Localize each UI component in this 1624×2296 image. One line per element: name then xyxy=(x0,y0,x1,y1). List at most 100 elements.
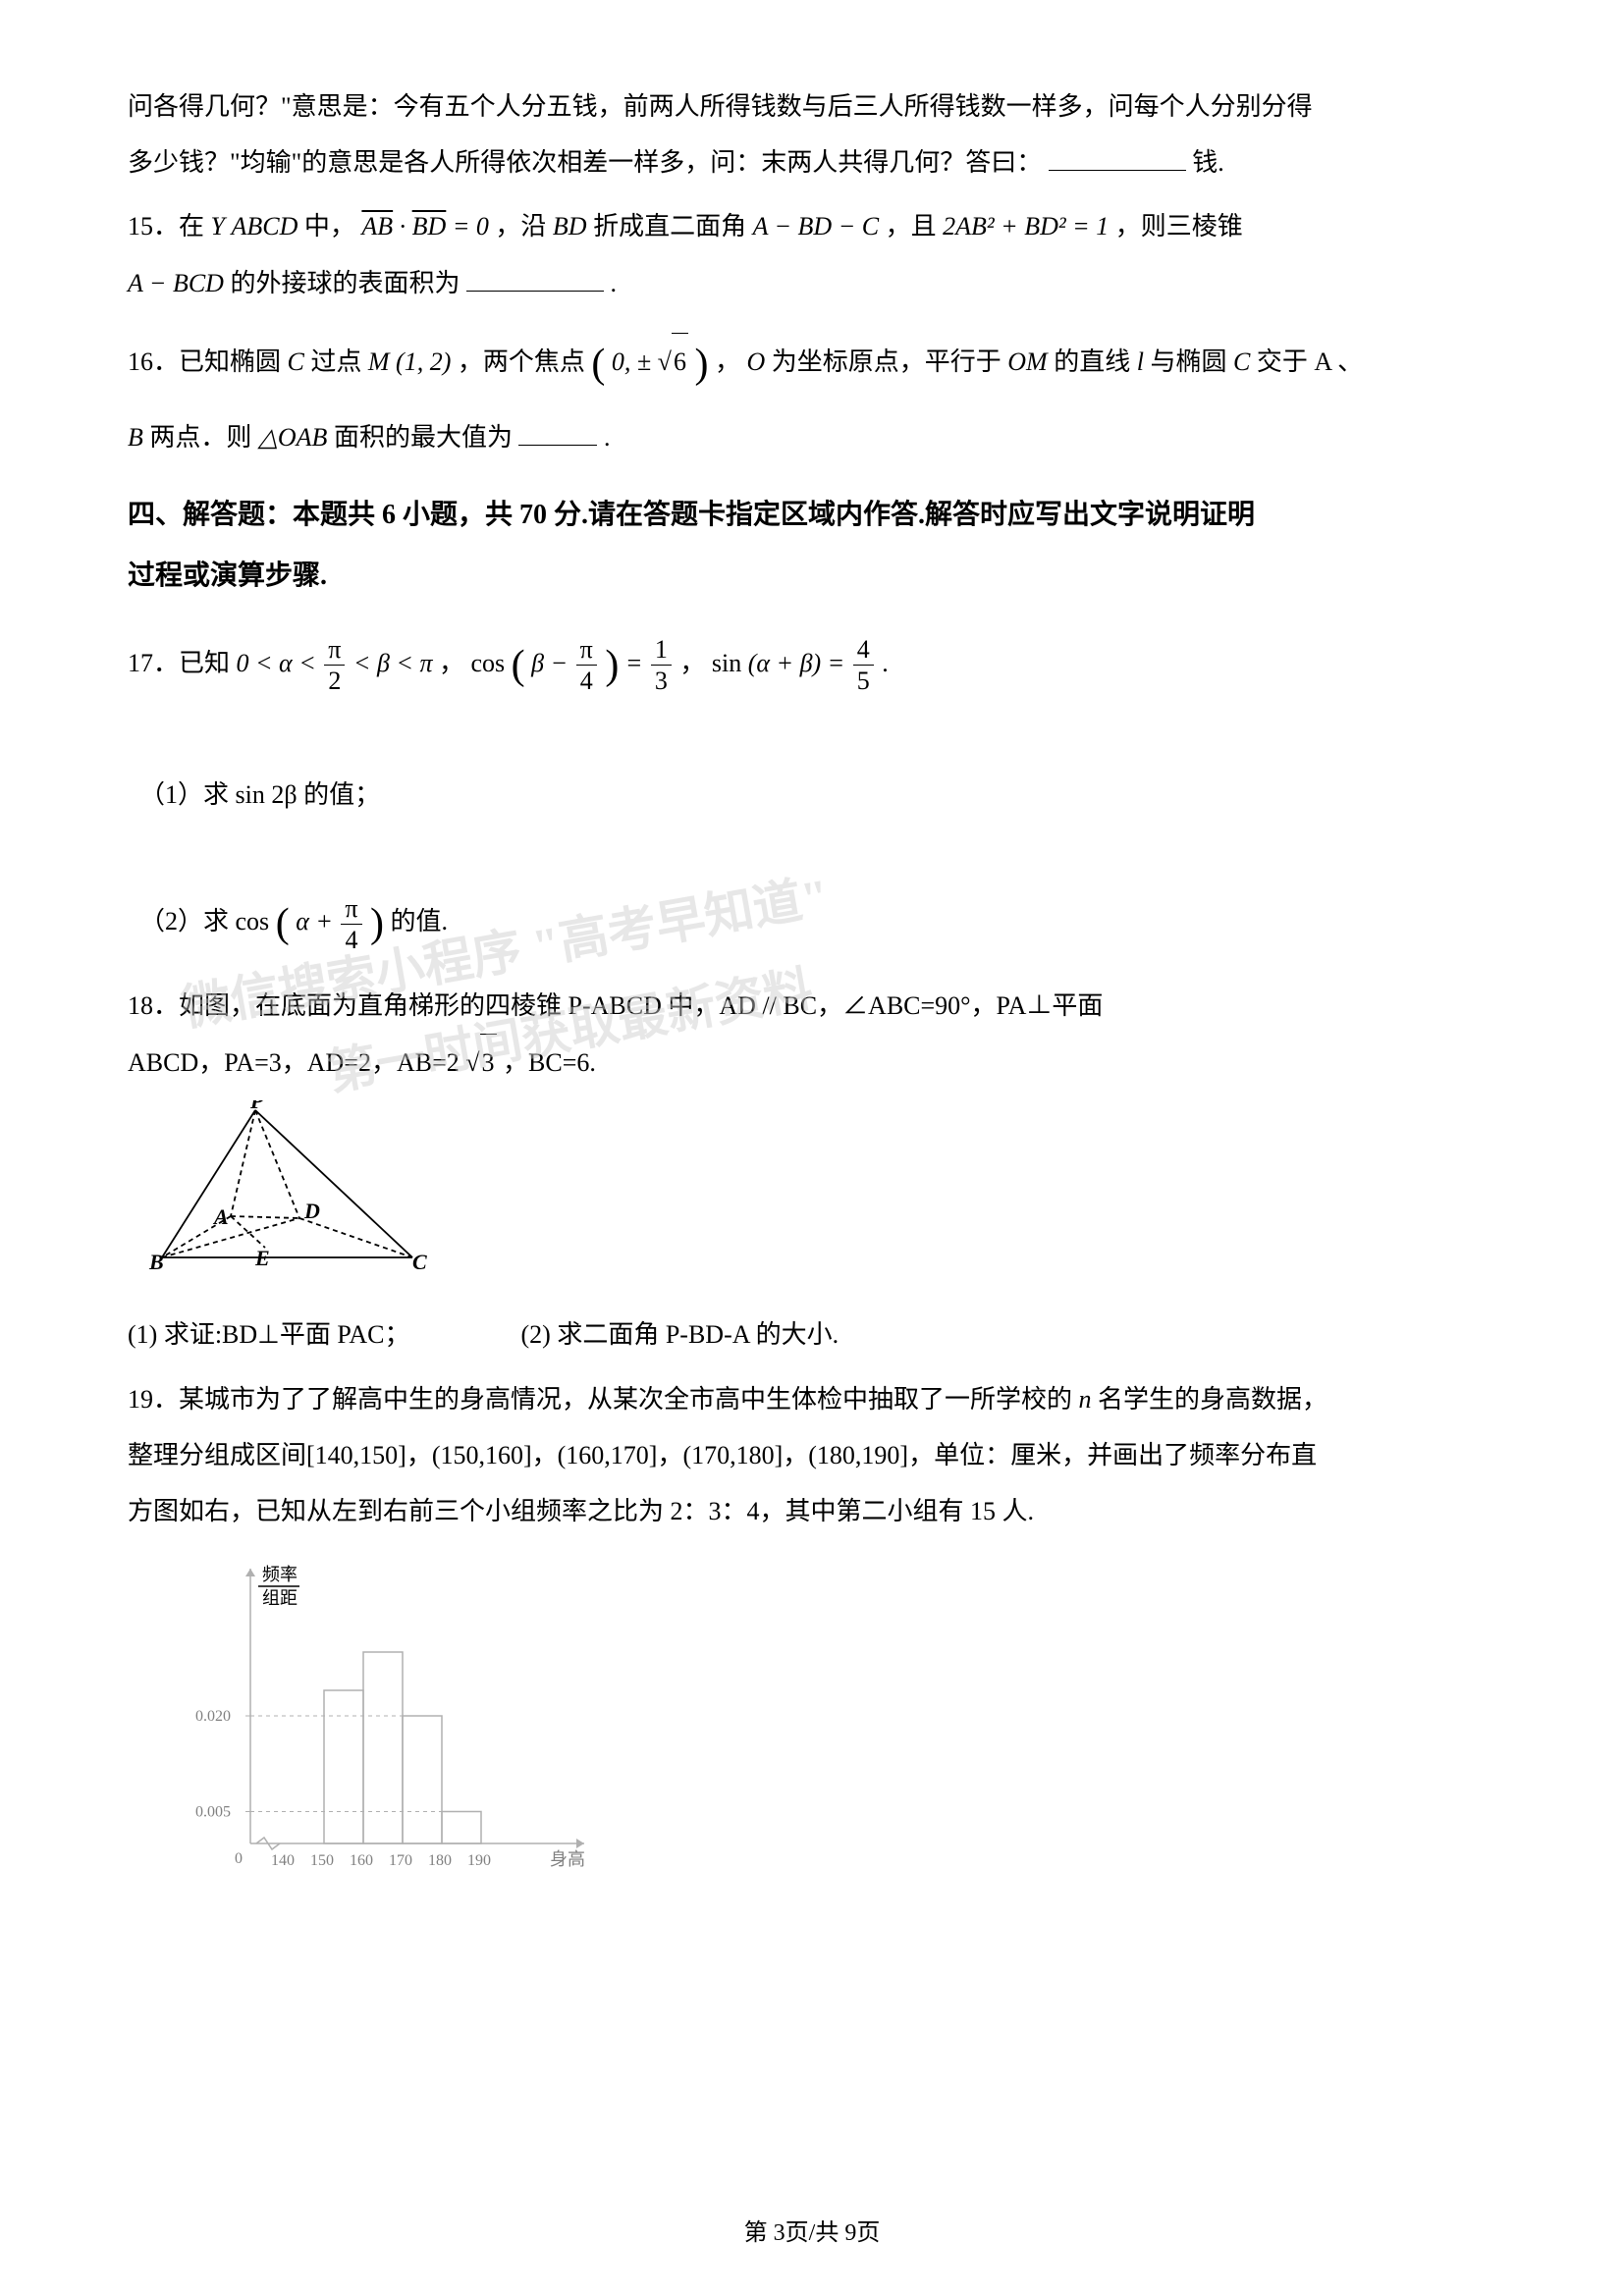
q16-foci-x: 0, ± xyxy=(612,347,651,376)
svg-text:身高: 身高 xyxy=(550,1849,585,1869)
q17-p2end: 的值. xyxy=(391,908,449,936)
q19-n: n xyxy=(1079,1385,1092,1414)
svg-text:150: 150 xyxy=(310,1852,334,1869)
q19-label: 19．某城市为了了解高中生的身高情况，从某次全市高中生体检中抽取了一所学校的 xyxy=(128,1385,1072,1414)
q17-alpha-plus: α + xyxy=(296,908,339,936)
svg-text:140: 140 xyxy=(271,1852,295,1869)
svg-text:A: A xyxy=(212,1204,229,1229)
q16-O: O xyxy=(746,347,765,376)
svg-text:B: B xyxy=(148,1250,164,1274)
q14-text1: 问各得几何？"意思是：今有五个人分五钱，前两人所得钱数与后三人所得钱数一样多，问… xyxy=(128,92,1313,121)
q15-shape: Y xyxy=(211,212,225,240)
q17-range-pre: 0 < α < xyxy=(237,649,323,677)
page-footer: 第 3页/共 9页 xyxy=(0,2213,1624,2247)
q15-vecAB: AB xyxy=(361,212,393,240)
q16-line-l: 的直线 xyxy=(1054,347,1130,376)
q15-eq: 2AB² + BD² = 1 xyxy=(943,212,1109,240)
q18-sqrt: √ xyxy=(465,1048,479,1077)
svg-text:0.020: 0.020 xyxy=(195,1708,231,1725)
question-15: 15．在 Y ABCD 中， AB · BD = 0 ，沿 BD 折成直二面角 … xyxy=(128,198,1496,310)
q17-rparen1: ) xyxy=(605,643,619,688)
svg-text:0.005: 0.005 xyxy=(195,1804,231,1821)
q18-line2-pre: ABCD，PA=3，AD=2，AB=2 xyxy=(128,1048,460,1077)
q18-p1: 求证:BD⊥平面 PAC； xyxy=(164,1320,410,1349)
q16-origin: 为坐标原点，平行于 xyxy=(772,347,1001,376)
q15-tetra: A − BCD xyxy=(128,269,224,297)
q17-cos-pre: ， xyxy=(439,649,464,677)
q14-blank xyxy=(1049,150,1186,171)
question-19: 19．某城市为了了解高中生的身高情况，从某次全市高中生体检中抽取了一所学校的 n… xyxy=(128,1371,1496,1903)
q16-M: M xyxy=(368,347,390,376)
q17-onethird: 1 3 xyxy=(651,634,672,696)
q17-sin-pre: ， xyxy=(679,649,705,677)
q15-vecBD: BD xyxy=(412,212,447,240)
q16-lparen: ( xyxy=(591,342,605,387)
q14-text3: 钱. xyxy=(1192,148,1224,177)
q16-rparen: ) xyxy=(694,342,708,387)
q14-text2: 多少钱？"均输"的意思是各人所得依次相差一样多，问：末两人共得几何？答曰： xyxy=(128,148,1042,177)
q17-pi-half: π 2 xyxy=(324,634,345,696)
q16-triangle: △OAB xyxy=(258,423,328,452)
q15-dot: · xyxy=(400,212,412,240)
q15-cond1-pre: 中， xyxy=(304,212,355,240)
q18-line2-post: ，BC=6. xyxy=(503,1048,596,1077)
question-18: 18．如图，在底面为直角梯形的四棱锥 P-ABCD 中，AD // BC，∠AB… xyxy=(128,978,1496,1363)
q15-cond3-pre: ，且 xyxy=(886,212,937,240)
svg-text:160: 160 xyxy=(350,1852,373,1869)
sec4-line1: 四、解答题：本题共 6 小题，共 70 分.请在答题卡指定区域内作答.解答时应写… xyxy=(128,500,1255,530)
q17-sin: sin xyxy=(712,649,741,677)
q15-question: 的外接球的表面积为 xyxy=(230,269,460,297)
q17-end: . xyxy=(882,649,889,677)
svg-text:E: E xyxy=(254,1246,270,1270)
svg-text:0: 0 xyxy=(235,1850,243,1867)
q17-eq: = xyxy=(625,649,649,677)
svg-text:组距: 组距 xyxy=(262,1588,298,1608)
svg-text:P: P xyxy=(249,1100,264,1113)
q16-Mcoord: (1, 2) xyxy=(396,347,451,376)
q18-label: 18．如图，在底面为直角梯形的四棱锥 P-ABCD 中，AD // BC，∠AB… xyxy=(128,991,1103,1020)
section-4-header: 四、解答题：本题共 6 小题，共 70 分.请在答题卡指定区域内作答.解答时应写… xyxy=(128,485,1496,606)
q15-BD: BD xyxy=(553,212,587,240)
svg-text:频率: 频率 xyxy=(262,1565,298,1584)
question-14: 问各得几何？"意思是：今有五个人分五钱，前两人所得钱数与后三人所得钱数一样多，问… xyxy=(128,79,1496,190)
pyramid-diagram: P A D B E C xyxy=(147,1100,1496,1297)
svg-text:190: 190 xyxy=(467,1852,491,1869)
q15-blank xyxy=(466,271,604,292)
svg-text:C: C xyxy=(412,1250,427,1274)
page-content: 问各得几何？"意思是：今有五个人分五钱，前两人所得钱数与后三人所得钱数一样多，问… xyxy=(0,0,1624,1969)
q17-lparen1: ( xyxy=(512,643,525,688)
q17-ab: (α + β) = xyxy=(748,649,851,677)
sec4-line2: 过程或演算步骤. xyxy=(128,561,327,591)
q17-range-mid: < β < π xyxy=(353,649,433,677)
q15-label: 15．在 xyxy=(128,212,204,240)
q15-cond2-pre: ，沿 xyxy=(495,212,546,240)
svg-text:D: D xyxy=(303,1199,320,1223)
q17-rparen2: ) xyxy=(370,901,384,946)
q17-sin2b: sin 2β xyxy=(236,780,298,809)
histogram-chart: 频率组距0.0050.0200140150160170180190身高 xyxy=(167,1559,1496,1902)
q17-lparen2: ( xyxy=(276,901,290,946)
q19-line1-end: 名学生的身高数据， xyxy=(1098,1385,1327,1414)
q15-end: . xyxy=(610,269,617,297)
q17-part2: （2）求 cos ( α + π 4 ) 的值. xyxy=(139,879,1496,969)
q15-then: ，则三棱锥 xyxy=(1115,212,1243,240)
q17-cos: cos xyxy=(471,649,506,677)
q16-area: 面积的最大值为 xyxy=(334,423,513,452)
q16-pass: 过点 xyxy=(310,347,361,376)
q15-fold: 折成直二面角 xyxy=(593,212,746,240)
q17-pi4: π 4 xyxy=(576,634,597,696)
q18-sqrt3: 3 xyxy=(480,1034,497,1091)
q16-end: 两点．则 xyxy=(149,423,251,452)
q16-period: . xyxy=(604,423,611,452)
q17-part1: （1）求 sin 2β 的值； xyxy=(139,767,1496,823)
q16-blank xyxy=(518,425,597,446)
q17-cos2: cos xyxy=(236,908,270,936)
q18-p2l: (2) xyxy=(521,1320,551,1349)
q17-beta-minus: β − xyxy=(531,649,574,677)
q16-B: B xyxy=(128,423,143,452)
q17-label: 17．已知 xyxy=(128,649,230,677)
q16-C: C xyxy=(288,347,304,376)
q16-intersect: 与椭圆 xyxy=(1150,347,1226,376)
q15-quad: ABCD xyxy=(231,212,298,240)
q19-line2: 整理分组成区间[140,150]，(150,160]，(160,170]，(17… xyxy=(128,1441,1317,1469)
